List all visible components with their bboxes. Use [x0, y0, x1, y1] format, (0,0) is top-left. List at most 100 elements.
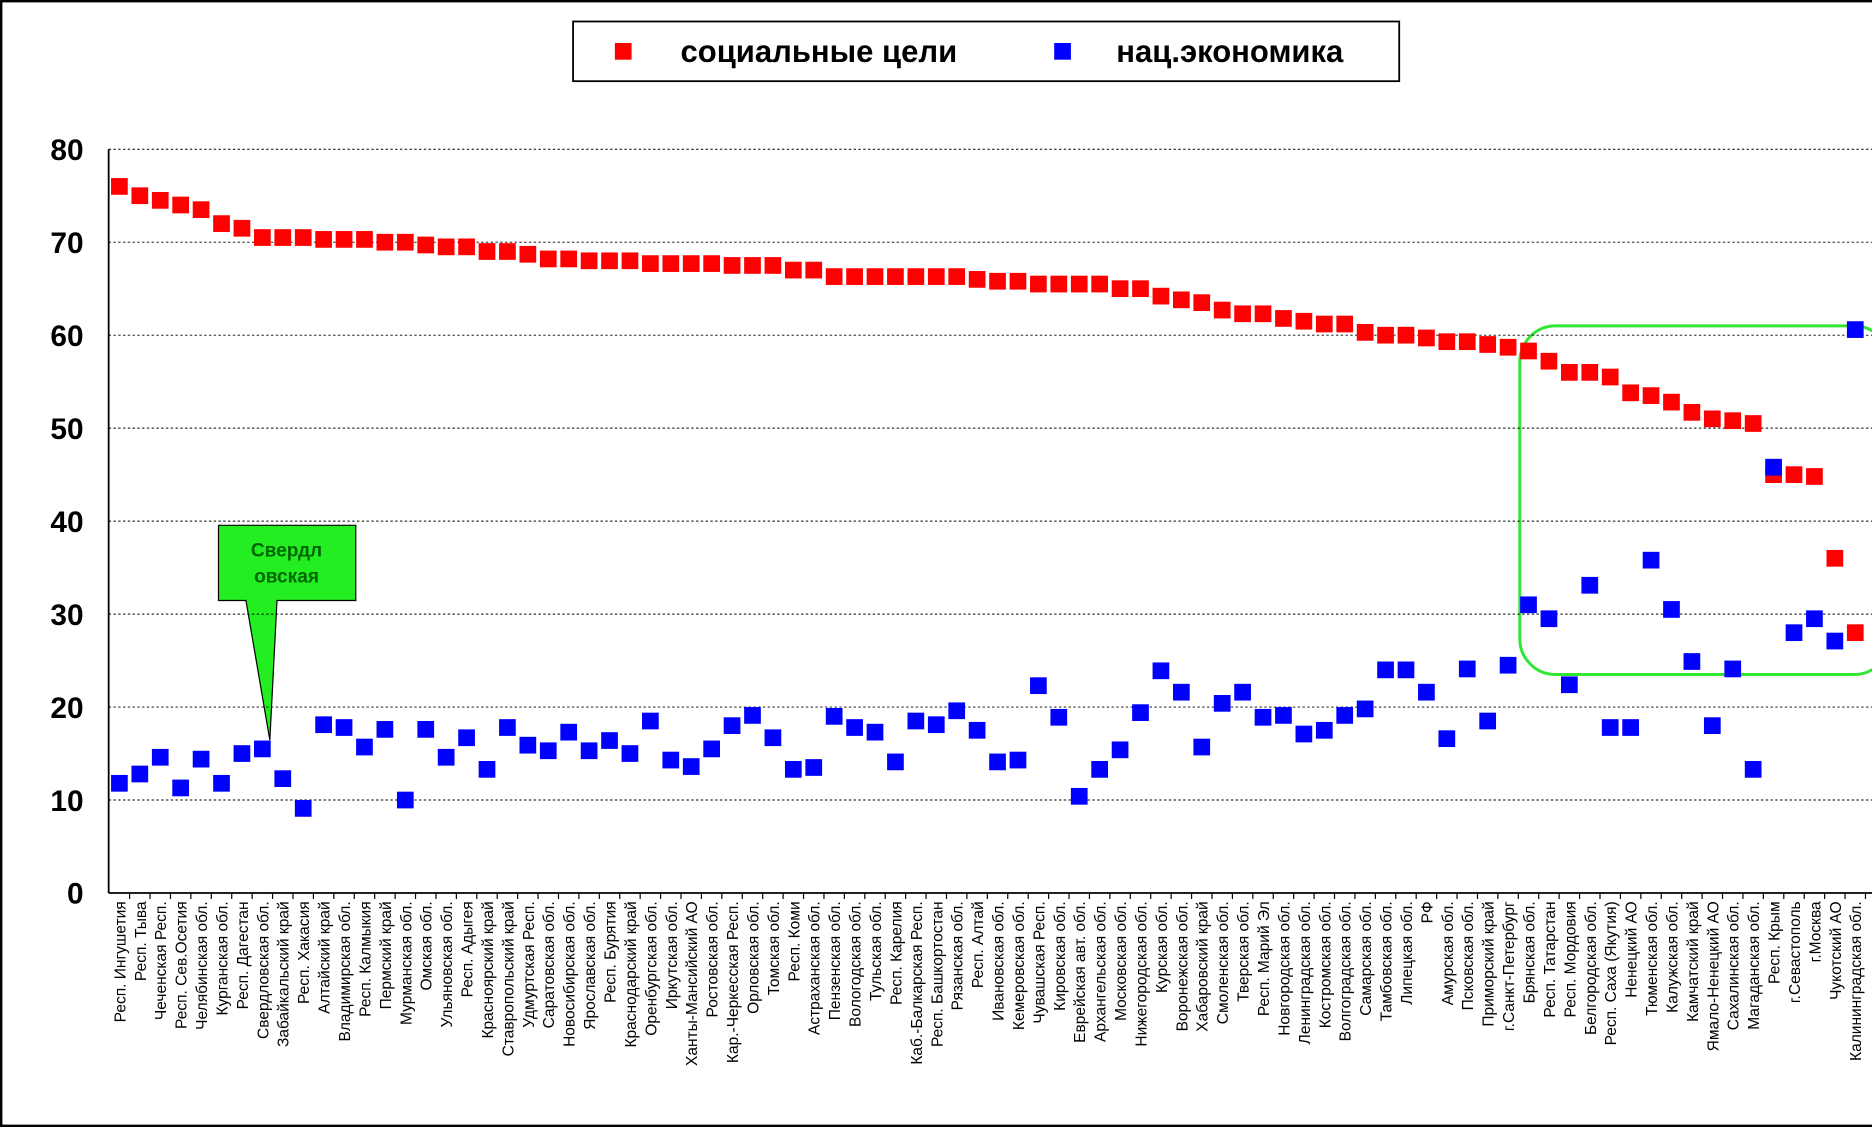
marker [1091, 760, 1109, 778]
x-tick-label: Калужская обл. [1664, 901, 1681, 1012]
marker [396, 791, 414, 809]
marker [866, 723, 884, 741]
marker [478, 243, 496, 260]
x-tick-label: Амурская обл. [1440, 901, 1457, 1005]
marker [1724, 412, 1742, 430]
x-tick-label: Камчатский край [1685, 901, 1702, 1022]
marker [1356, 700, 1374, 718]
x-tick-label: Ярославская обл. [582, 901, 599, 1029]
marker [131, 187, 149, 205]
x-tick-label: Нижегородская обл. [1133, 901, 1150, 1046]
marker [1601, 719, 1619, 736]
callout [217, 524, 357, 741]
marker [1377, 661, 1394, 679]
marker [192, 201, 210, 219]
marker [764, 729, 782, 747]
marker [846, 719, 863, 736]
marker [1540, 610, 1558, 628]
marker [1785, 466, 1803, 483]
marker [948, 702, 966, 720]
marker [1785, 624, 1803, 642]
marker [1213, 301, 1231, 319]
x-tick-label: Респ. Коми [786, 901, 803, 981]
x-tick-label: Новосибирская обл. [562, 901, 579, 1047]
y-tick-label: 60 [50, 320, 83, 353]
x-tick-label: Владимирская обл. [337, 901, 354, 1041]
marker [1193, 738, 1211, 756]
callout-text: овская [254, 567, 319, 588]
marker [621, 745, 639, 762]
x-tick-label: Челябинская обл. [194, 901, 211, 1029]
x-tick-label: Респ. Мордовия [1562, 901, 1579, 1017]
y-tick-label: 10 [50, 785, 83, 818]
marker [580, 742, 598, 760]
marker [580, 252, 598, 270]
marker [1275, 707, 1292, 724]
y-tick-label: 0 [67, 878, 84, 911]
marker [1295, 725, 1313, 743]
x-tick-label: Московская обл. [1113, 901, 1130, 1021]
marker [1561, 364, 1578, 381]
marker [213, 774, 230, 792]
marker [274, 229, 292, 246]
x-tick-label: Кемеровская обл. [1011, 901, 1028, 1030]
marker [458, 238, 475, 256]
marker [887, 753, 904, 771]
marker [1499, 656, 1517, 674]
marker [1458, 660, 1476, 678]
x-tick-label: Калининградская обл. [1848, 901, 1865, 1061]
marker [1275, 310, 1292, 327]
x-tick-label: Белгородская обл. [1583, 901, 1600, 1035]
x-tick-label: Пензенская обл. [827, 901, 844, 1020]
marker [172, 779, 190, 797]
y-tick-label: 50 [50, 413, 83, 446]
marker [335, 231, 353, 248]
marker [1581, 576, 1599, 594]
marker [662, 751, 680, 769]
x-tick-label: Чеченская Респ. [153, 901, 170, 1020]
x-tick-label: Костромская обл. [1317, 901, 1334, 1028]
marker [1642, 387, 1660, 404]
x-tick-label: Ненецкий АО [1624, 901, 1641, 997]
marker [887, 268, 904, 285]
marker [151, 748, 169, 766]
y-tick-label: 80 [50, 134, 83, 167]
marker [1499, 338, 1517, 356]
marker [1152, 287, 1170, 305]
x-tick-label: Алтайский край [317, 901, 334, 1014]
marker [1111, 741, 1129, 759]
marker [927, 716, 945, 734]
x-tick-label: Тамбовская обл. [1379, 901, 1396, 1021]
marker [478, 760, 496, 778]
marker [1172, 291, 1190, 309]
x-tick-label: Брянская обл. [1521, 901, 1538, 1003]
marker [1581, 364, 1599, 381]
x-tick-label: Тульская обл. [868, 901, 885, 1001]
marker [437, 238, 455, 256]
x-tick-label: Хабаровский край [1195, 901, 1212, 1031]
marker [1152, 662, 1170, 680]
y-tick-label: 40 [50, 506, 83, 539]
x-tick-label: Респ. Хакасия [296, 901, 313, 1004]
x-tick-label: Астраханская обл. [807, 901, 824, 1035]
marker [1315, 721, 1333, 739]
marker [315, 231, 332, 248]
x-tick-label: Ямало-Ненецкий АО [1705, 901, 1722, 1051]
marker [1683, 653, 1701, 670]
x-tick-label: Респ. Тыва [133, 901, 150, 981]
x-tick-label: Иркутская обл. [664, 901, 681, 1009]
x-tick-label: Респ. Марий Эл [1256, 901, 1273, 1016]
marker [1438, 333, 1456, 351]
legend-label: нац.экономика [1116, 34, 1344, 69]
marker [1622, 384, 1639, 402]
marker [1009, 272, 1027, 290]
x-tick-label: Курская обл. [1154, 901, 1171, 993]
legend-marker [614, 42, 632, 60]
marker [111, 178, 128, 195]
x-tick-label: Респ. Адыгея [460, 901, 477, 997]
marker [703, 740, 720, 758]
x-tick-label: Томская обл. [766, 901, 783, 995]
x-tick-label: Орловская обл. [745, 901, 762, 1014]
marker [825, 708, 843, 725]
